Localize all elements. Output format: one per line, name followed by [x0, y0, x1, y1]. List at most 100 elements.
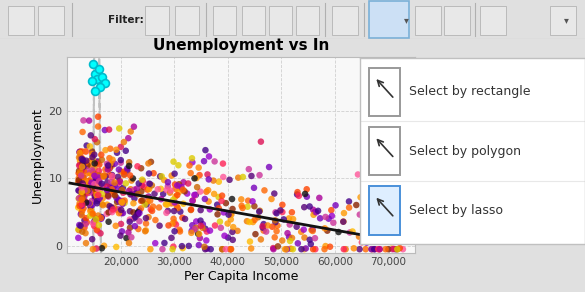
Point — [155, 223, 164, 228]
Point — [89, 184, 98, 189]
Point — [293, 241, 302, 246]
Point — [133, 164, 142, 169]
Point — [205, 207, 215, 212]
Point — [355, 234, 364, 239]
Point — [74, 196, 84, 201]
Point — [98, 174, 107, 179]
Point — [283, 231, 292, 236]
Point — [112, 195, 121, 200]
Point — [400, 227, 410, 232]
Point — [370, 247, 380, 251]
Point — [88, 171, 98, 175]
Point — [94, 213, 103, 218]
FancyBboxPatch shape — [369, 186, 400, 234]
Text: ▾: ▾ — [563, 15, 569, 25]
Point — [188, 198, 197, 203]
Point — [393, 247, 402, 251]
Point — [315, 216, 325, 221]
Point — [293, 190, 302, 194]
Point — [146, 159, 156, 164]
Point — [112, 199, 122, 204]
Point — [287, 236, 297, 240]
Point — [321, 244, 330, 248]
Point — [108, 210, 117, 214]
Point — [85, 178, 95, 182]
Point — [278, 210, 287, 214]
Point — [79, 164, 88, 169]
Point — [87, 78, 97, 83]
Bar — [242, 6, 265, 35]
Point — [88, 237, 97, 241]
Point — [145, 181, 154, 186]
Point — [146, 198, 155, 203]
Point — [90, 224, 99, 228]
Point — [125, 164, 134, 168]
Point — [93, 228, 102, 233]
Point — [199, 244, 209, 249]
Point — [91, 88, 100, 93]
Point — [137, 177, 147, 182]
Point — [267, 225, 277, 229]
Point — [85, 171, 95, 175]
Point — [187, 228, 197, 233]
Point — [77, 193, 86, 198]
Point — [306, 242, 315, 246]
Point — [144, 187, 154, 192]
Point — [388, 214, 397, 219]
Point — [105, 173, 114, 178]
Point — [308, 229, 317, 233]
Point — [114, 180, 123, 185]
Point — [327, 213, 336, 218]
Point — [122, 236, 131, 240]
Point — [81, 149, 90, 154]
Point — [78, 166, 87, 170]
Point — [144, 161, 153, 166]
Point — [84, 179, 94, 184]
Point — [176, 229, 185, 234]
Point — [128, 176, 137, 181]
Point — [75, 180, 84, 185]
Point — [90, 172, 99, 177]
Point — [226, 211, 236, 216]
Point — [302, 187, 311, 192]
Point — [260, 188, 269, 193]
Point — [188, 160, 197, 165]
Point — [167, 173, 176, 178]
Point — [87, 172, 96, 176]
Point — [326, 208, 336, 213]
Point — [117, 187, 126, 192]
Point — [129, 201, 138, 206]
Point — [84, 164, 94, 168]
Point — [198, 222, 208, 227]
Point — [125, 160, 134, 165]
Ellipse shape — [81, 0, 107, 292]
Point — [218, 247, 227, 251]
Point — [147, 183, 157, 188]
Point — [85, 188, 95, 193]
Point — [93, 189, 102, 193]
Point — [85, 190, 94, 195]
Point — [168, 198, 178, 202]
Point — [204, 177, 214, 182]
Point — [206, 247, 215, 251]
Point — [228, 230, 237, 234]
Point — [116, 210, 126, 215]
Point — [94, 169, 104, 173]
Point — [113, 175, 123, 179]
Point — [151, 218, 160, 223]
Point — [97, 75, 106, 79]
Point — [75, 162, 85, 167]
Point — [308, 247, 318, 251]
Point — [99, 244, 109, 248]
Point — [377, 211, 386, 216]
Point — [238, 175, 247, 179]
Point — [184, 181, 193, 186]
Point — [125, 219, 135, 224]
Point — [204, 199, 214, 204]
Point — [191, 192, 201, 197]
Point — [174, 163, 183, 168]
Point — [81, 149, 91, 154]
Point — [248, 199, 257, 204]
Point — [78, 180, 88, 185]
Point — [74, 155, 84, 160]
